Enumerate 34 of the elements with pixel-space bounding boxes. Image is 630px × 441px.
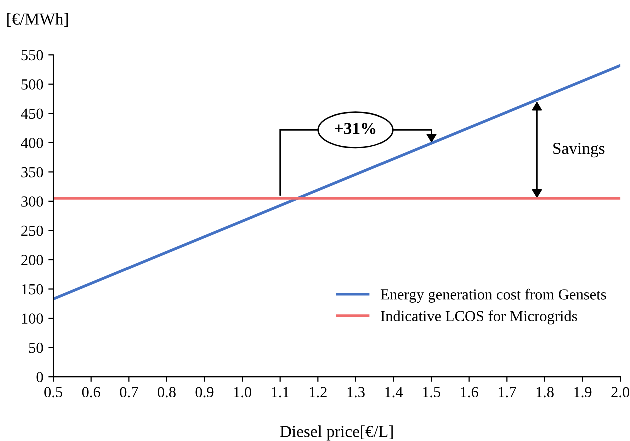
x-tick-label: 0.7 bbox=[120, 387, 138, 398]
x-tick-label: 1.5 bbox=[423, 387, 440, 398]
y-tick-label: 150 bbox=[22, 284, 44, 295]
x-tick-label: 0.6 bbox=[82, 387, 100, 398]
legend-label: Indicative LCOS for Microgrids bbox=[381, 310, 578, 325]
x-tick-label: 0.5 bbox=[44, 387, 62, 398]
annotation: Savings bbox=[554, 143, 605, 158]
annotation: +31% bbox=[335, 123, 376, 134]
y-tick-label: 100 bbox=[22, 314, 44, 324]
y-tick-label: 300 bbox=[22, 196, 44, 207]
y-tick-label: 500 bbox=[22, 80, 44, 90]
x-tick-label: 2.0 bbox=[612, 387, 630, 398]
x-tick-label: 1.2 bbox=[310, 387, 327, 398]
y-tick-label: 250 bbox=[22, 226, 44, 236]
x-tick-label: 1.8 bbox=[536, 387, 554, 398]
x-tick-label: 0.9 bbox=[196, 387, 214, 398]
y-axis-title: [€/MWh] bbox=[8, 13, 68, 28]
x-tick-label: 1.6 bbox=[461, 387, 478, 398]
x-tick-label: 1.0 bbox=[234, 387, 252, 398]
x-tick-label: 1.9 bbox=[574, 387, 592, 398]
y-tick-label: 0 bbox=[36, 372, 44, 383]
y-tick-label: 550 bbox=[22, 50, 44, 61]
y-tick-label: 400 bbox=[21, 138, 44, 148]
x-tick-label: 1.7 bbox=[498, 387, 516, 398]
y-tick-label: 200 bbox=[22, 255, 44, 266]
x-tick-label: 1.1 bbox=[272, 387, 289, 398]
x-tick-label: 1.4 bbox=[386, 387, 404, 398]
x-tick-label: 0.8 bbox=[158, 387, 176, 398]
legend-label: Energy generation cost from Gensets bbox=[380, 288, 606, 303]
x-tick-label: 1.3 bbox=[348, 387, 365, 398]
y-tick-label: 350 bbox=[22, 167, 44, 178]
y-tick-label: 50 bbox=[29, 342, 44, 354]
y-tick-label: 450 bbox=[21, 108, 44, 120]
x-axis-title: Diesel price[€/L] bbox=[280, 426, 393, 441]
